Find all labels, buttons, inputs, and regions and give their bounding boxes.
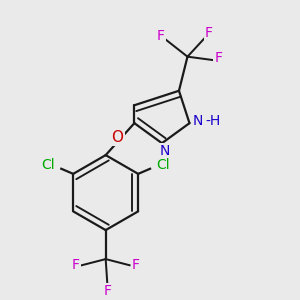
Text: -H: -H (205, 115, 220, 128)
Text: Cl: Cl (41, 158, 55, 172)
Text: Cl: Cl (156, 158, 170, 172)
Text: F: F (205, 26, 213, 40)
Text: F: F (214, 51, 222, 65)
Text: F: F (157, 29, 165, 43)
Text: F: F (132, 258, 140, 272)
Text: N: N (160, 144, 170, 158)
Text: F: F (72, 258, 80, 272)
Text: F: F (103, 284, 111, 298)
Text: N: N (193, 115, 203, 128)
Text: O: O (111, 130, 123, 145)
